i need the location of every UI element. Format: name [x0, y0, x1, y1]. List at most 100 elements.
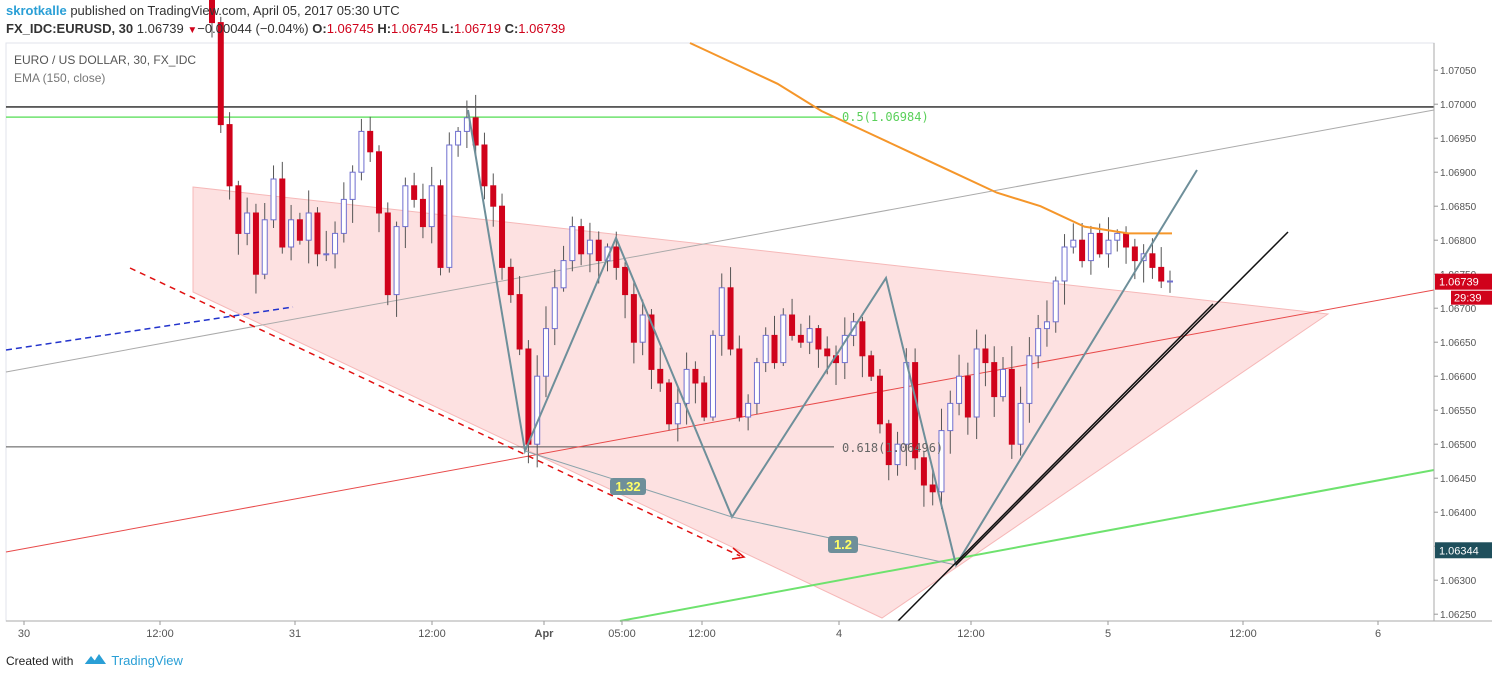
fib-0.5-label: 0.5(1.06984): [842, 110, 929, 124]
candle: [1096, 232, 1103, 255]
high-value: 1.06745: [391, 21, 439, 36]
y-tick-label: 1.06550: [1440, 406, 1477, 417]
candle: [780, 314, 787, 364]
candle: [806, 328, 813, 343]
candle: [296, 219, 303, 241]
candle: [982, 348, 989, 364]
y-tick-label: 1.06600: [1440, 372, 1477, 383]
candle: [235, 185, 242, 234]
candle: [771, 334, 778, 364]
black-trendline-lower: [897, 303, 1214, 622]
candle: [938, 430, 945, 493]
candle: [314, 212, 321, 255]
black-trendline: [955, 231, 1289, 566]
candle: [244, 212, 251, 234]
y-tick-label: 1.07000: [1440, 100, 1477, 111]
candle: [261, 219, 268, 275]
candle: [578, 226, 585, 255]
candle: [1017, 402, 1024, 445]
y-tick-label: 1.06400: [1440, 508, 1477, 519]
down-arrow-icon: ▼: [187, 25, 198, 36]
indicator-legend[interactable]: EMA (150, close): [14, 71, 106, 85]
y-tick-label: 1.06450: [1440, 474, 1477, 485]
candle: [929, 484, 936, 493]
candle: [1000, 368, 1007, 398]
time-axis[interactable]: 30 12:00 31 12:00 Apr 05:00 12:00 4 12:00 5 12:00 6: [6, 620, 1492, 640]
candle: [375, 151, 382, 214]
y-tick-label: 1.06300: [1440, 576, 1477, 587]
price-axis[interactable]: 1.07050 1.07000 1.06950 1.06900 1.06850 1.068…: [1433, 43, 1492, 621]
candle: [472, 117, 479, 146]
candle: [560, 260, 567, 289]
candle: [885, 423, 892, 466]
candle: [841, 334, 848, 364]
publish-info: published on TradingView.com, April 05, …: [70, 3, 400, 18]
ema-150-line: [689, 42, 1172, 235]
footer: Created with TradingView: [6, 652, 183, 669]
candle: [446, 144, 453, 268]
x-tick-label: 4: [836, 628, 842, 640]
candle: [288, 219, 295, 248]
candle: [674, 402, 681, 425]
candle: [411, 185, 418, 200]
candle: [824, 348, 831, 357]
candle: [358, 130, 365, 173]
x-tick-label: 12:00: [957, 628, 985, 640]
candle: [569, 226, 576, 262]
tradingview-logo-icon[interactable]: [83, 652, 107, 669]
candle: [419, 198, 426, 228]
candle: [534, 375, 541, 445]
y-tick-label: 1.06900: [1440, 168, 1477, 179]
candle: [402, 185, 409, 228]
x-tick-label: Apr: [535, 628, 555, 640]
price-change: −0.00044 (−0.04%): [197, 21, 309, 36]
ratio-badge: [610, 478, 646, 495]
candle: [340, 198, 347, 234]
candle: [507, 266, 514, 296]
candle: [894, 443, 901, 466]
tradingview-link[interactable]: TradingView: [111, 653, 183, 668]
candle: [455, 130, 462, 146]
candle: [745, 402, 752, 418]
close-value: 1.06739: [518, 21, 566, 36]
series-legend[interactable]: EURO / US DOLLAR, 30, FX_IDC: [14, 53, 197, 67]
candle: [595, 239, 602, 262]
candle: [718, 287, 725, 336]
fib-0.618-label: 0.618(1.06496): [842, 441, 943, 455]
candle: [727, 287, 734, 350]
candle: [876, 375, 883, 425]
y-tick-label: 1.06700: [1440, 304, 1477, 315]
close-label: C:: [504, 21, 519, 36]
candle: [305, 212, 312, 241]
x-tick-label: 12:00: [418, 628, 446, 640]
publish-header: skrotkalle published on TradingView.com,…: [6, 3, 400, 18]
candle: [586, 239, 593, 255]
created-with-label: Created with: [6, 653, 74, 668]
candle: [797, 334, 804, 343]
author-name[interactable]: skrotkalle: [6, 3, 67, 18]
x-tick-label: 30: [18, 628, 30, 640]
pattern-base-line: [524, 450, 957, 566]
last-price-tag: [1435, 273, 1492, 290]
candle: [613, 246, 620, 268]
candle: [332, 232, 339, 255]
candle: [789, 314, 796, 336]
y-tick-label: 1.06650: [1440, 338, 1477, 349]
candle: [481, 144, 488, 187]
candle: [973, 348, 980, 418]
red-trendline: [5, 289, 1435, 553]
x-tick-label: 6: [1375, 628, 1381, 640]
candle: [226, 124, 233, 187]
arrowhead-icon: [731, 547, 746, 560]
x-tick-label: 05:00: [608, 628, 636, 640]
candle: [947, 402, 954, 432]
x-tick-label: 12:00: [688, 628, 716, 640]
y-tick-label: 1.06500: [1440, 440, 1477, 451]
ratio-badge: [828, 536, 858, 553]
candle: [1149, 253, 1156, 268]
x-tick-label: 12:00: [146, 628, 174, 640]
blue-dashed-line: [5, 306, 294, 351]
high-label: H:: [377, 21, 392, 36]
candle: [630, 294, 637, 343]
